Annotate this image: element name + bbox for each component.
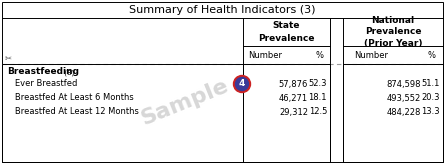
Text: 51.1: 51.1 bbox=[421, 80, 440, 89]
Text: Ever Breastfed: Ever Breastfed bbox=[7, 80, 77, 89]
Text: 29,312: 29,312 bbox=[279, 107, 308, 116]
Text: State
Prevalence: State Prevalence bbox=[258, 21, 315, 43]
Text: Summary of Health Indicators (3): Summary of Health Indicators (3) bbox=[129, 5, 316, 15]
Text: 4: 4 bbox=[239, 80, 245, 89]
Text: 13.3: 13.3 bbox=[421, 107, 440, 116]
Text: 493,552: 493,552 bbox=[387, 93, 421, 102]
Text: %: % bbox=[427, 51, 435, 60]
Text: Sample: Sample bbox=[138, 75, 232, 129]
Text: 46,271: 46,271 bbox=[279, 93, 308, 102]
Text: Breastfeeding: Breastfeeding bbox=[7, 66, 79, 75]
Text: 874,598: 874,598 bbox=[387, 80, 421, 89]
Text: ✂: ✂ bbox=[5, 54, 12, 63]
Text: 18.1: 18.1 bbox=[308, 93, 327, 102]
Text: Number: Number bbox=[354, 51, 388, 60]
Text: Breastfed At Least 12 Months: Breastfed At Least 12 Months bbox=[7, 107, 139, 116]
Text: 52.3: 52.3 bbox=[308, 80, 327, 89]
Text: 484,228: 484,228 bbox=[387, 107, 421, 116]
Bar bbox=[2, 64, 330, 162]
Text: 20.3: 20.3 bbox=[421, 93, 440, 102]
Text: (8): (8) bbox=[62, 69, 74, 75]
Text: Breastfed At Least 6 Months: Breastfed At Least 6 Months bbox=[7, 93, 134, 102]
Circle shape bbox=[235, 78, 248, 91]
Text: National
Prevalence
(Prior Year): National Prevalence (Prior Year) bbox=[364, 16, 422, 48]
Text: Number: Number bbox=[248, 51, 282, 60]
Text: 57,876: 57,876 bbox=[279, 80, 308, 89]
Circle shape bbox=[234, 75, 251, 92]
Text: 12.5: 12.5 bbox=[309, 107, 327, 116]
Bar bbox=[343, 64, 443, 162]
Text: %: % bbox=[316, 51, 324, 60]
